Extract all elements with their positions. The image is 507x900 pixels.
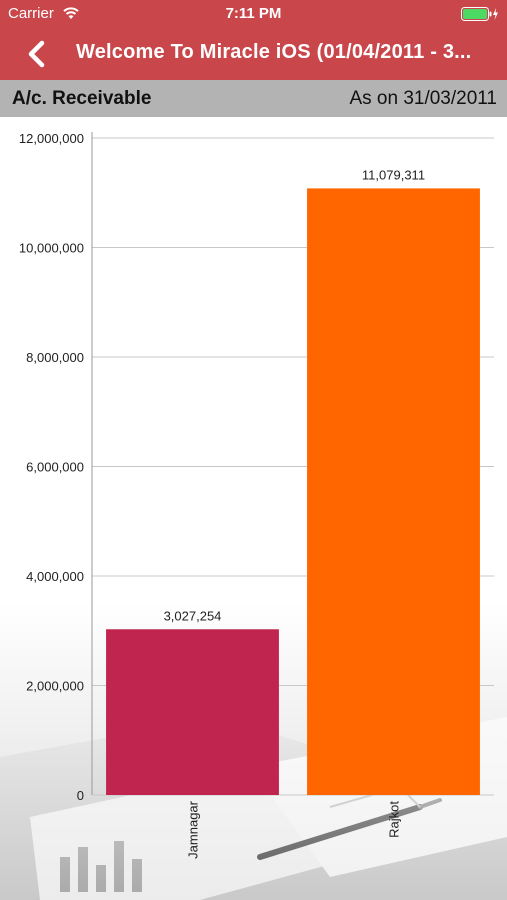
nav-title: Welcome To Miracle iOS (01/04/2011 - 3..…	[76, 41, 472, 63]
y-tick-label: 8,000,000	[26, 350, 84, 365]
wifi-icon	[63, 7, 79, 19]
report-header: A/c. Receivable As on 31/03/2011	[0, 80, 507, 117]
data-label: 3,027,254	[164, 608, 222, 623]
status-bar: Carrier 7:11 PM	[0, 0, 507, 28]
x-tick-label: Rajkot	[387, 801, 402, 838]
report-title: A/c. Receivable	[12, 88, 152, 109]
carrier-label: Carrier	[8, 5, 54, 22]
status-time: 7:11 PM	[225, 5, 282, 22]
y-tick-label: 6,000,000	[26, 460, 84, 475]
x-tick-label: Jamnagar	[186, 800, 201, 858]
y-tick-label: 4,000,000	[26, 569, 84, 584]
bar-chart: 0 2,000,000 4,000,000 6,000,000 8,000,000 10,…	[19, 131, 494, 859]
battery-icon	[461, 7, 498, 21]
data-label: 11,079,311	[362, 167, 425, 182]
y-tick-label: 10,000,000	[19, 241, 84, 256]
charging-bolt-icon	[493, 8, 498, 20]
y-tick-label: 12,000,000	[19, 131, 84, 146]
chart-area: 0 2,000,000 4,000,000 6,000,000 8,000,000 10,…	[0, 117, 507, 900]
bar-rajkot	[307, 188, 480, 795]
back-button[interactable]	[22, 38, 56, 70]
y-tick-label: 2,000,000	[26, 679, 84, 694]
report-date: As on 31/03/2011	[349, 88, 497, 109]
chevron-left-icon	[28, 40, 45, 68]
navigation-bar: Welcome To Miracle iOS (01/04/2011 - 3..…	[0, 28, 507, 80]
y-tick-label: 0	[77, 788, 84, 803]
bar-jamnagar	[106, 629, 279, 795]
